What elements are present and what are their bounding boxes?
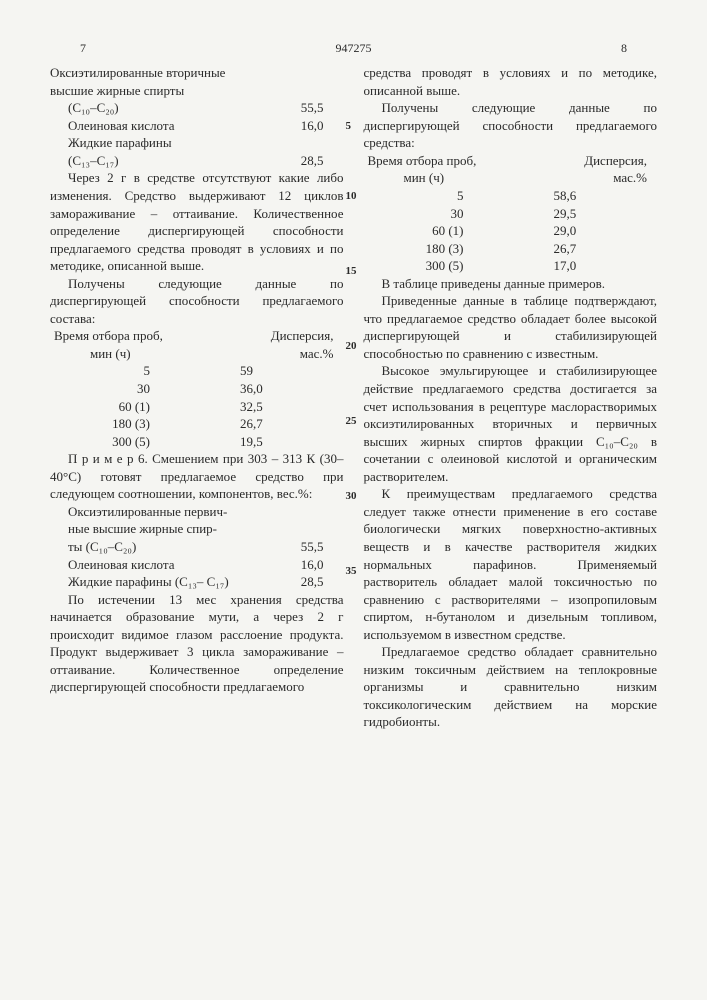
composition-line: Жидкие парафины	[50, 134, 344, 152]
table-cell: 180 (3)	[50, 415, 190, 433]
composition-line: высшие жирные спирты	[50, 82, 344, 100]
table-header-row: Время отбора проб, Дисперсия,	[50, 327, 344, 345]
body-paragraph: Через 2 г в средстве отсутствуют какие л…	[50, 169, 344, 274]
page-header: 7 947275 8	[50, 40, 657, 56]
table-header: Дисперсия,	[254, 327, 344, 345]
table-cell: 30	[364, 205, 504, 223]
composition-label: Жидкие парафины (C₁₃– C₁₇)	[68, 573, 274, 591]
composition-value: 55,5	[274, 99, 344, 117]
table-cell: 300 (5)	[50, 433, 190, 451]
table-row: 300 (5)17,0	[364, 257, 658, 275]
composition-label: ты (C₁₀–C₂₀)	[68, 538, 274, 556]
body-paragraph: Получены следующие данные по диспергирую…	[364, 99, 658, 152]
table-cell: 26,7	[190, 415, 344, 433]
table-header-sub: мин (ч)	[50, 345, 254, 363]
table-row: 180 (3)26,7	[364, 240, 658, 258]
right-column: 5 10 15 20 25 30 35 средства проводят в …	[364, 64, 658, 731]
table-cell: 17,0	[504, 257, 658, 275]
composition-label: (C₁₃–C₁₇)	[68, 152, 274, 170]
composition-value-row: (C₁₃–C₁₇) 28,5	[50, 152, 344, 170]
page-number-right: 8	[621, 40, 627, 56]
body-paragraph: средства проводят в условиях и по методи…	[364, 64, 658, 99]
table-header-row: мин (ч) мас.%	[364, 169, 658, 187]
body-paragraph: В таблице приведены данные примеров.	[364, 275, 658, 293]
body-paragraph: Высокое эмульгирующее и стабилизирующее …	[364, 362, 658, 485]
table-header-row: мин (ч) мас.%	[50, 345, 344, 363]
table-cell: 60 (1)	[50, 398, 190, 416]
table-cell: 60 (1)	[364, 222, 504, 240]
composition-value: 16,0	[274, 556, 344, 574]
composition-value-row: (C₁₀–C₂₀) 55,5	[50, 99, 344, 117]
table-cell: 30	[50, 380, 190, 398]
composition-label: Олеиновая кислота	[68, 556, 274, 574]
table-cell: 5	[50, 362, 190, 380]
composition-line: Оксиэтилированные вторичные	[50, 64, 344, 82]
table-cell: 58,6	[504, 187, 658, 205]
table-cell: 59	[190, 362, 344, 380]
composition-value-row: Олеиновая кислота 16,0	[50, 117, 344, 135]
left-column: Оксиэтилированные вторичные высшие жирны…	[50, 64, 344, 731]
table-cell: 26,7	[504, 240, 658, 258]
composition-value: 28,5	[274, 573, 344, 591]
table-header-sub: мас.%	[254, 345, 344, 363]
patent-number: 947275	[336, 40, 372, 56]
composition-value-row: Жидкие парафины (C₁₃– C₁₇) 28,5	[50, 573, 344, 591]
table-cell: 300 (5)	[364, 257, 504, 275]
composition-label: Олеиновая кислота	[68, 117, 274, 135]
table-header: Время отбора проб,	[50, 327, 254, 345]
body-paragraph: Предлагаемое средство обладает сравнител…	[364, 643, 658, 731]
line-marker: 10	[346, 189, 357, 204]
two-column-layout: Оксиэтилированные вторичные высшие жирны…	[50, 64, 657, 731]
table-header: Время отбора проб,	[364, 152, 568, 170]
table-row: 60 (1)32,5	[50, 398, 344, 416]
table-row: 558,6	[364, 187, 658, 205]
page-number-left: 7	[80, 40, 86, 56]
composition-label: (C₁₀–C₂₀)	[68, 99, 274, 117]
composition-value: 16,0	[274, 117, 344, 135]
line-marker: 30	[346, 489, 357, 504]
line-marker: 15	[346, 264, 357, 279]
line-marker: 35	[346, 564, 357, 579]
line-marker: 25	[346, 414, 357, 429]
table-cell: 36,0	[190, 380, 344, 398]
table-cell: 19,5	[190, 433, 344, 451]
table-cell: 29,0	[504, 222, 658, 240]
example-paragraph: П р и м е р 6. Смешением при 303 – 313 К…	[50, 450, 344, 503]
table-cell: 180 (3)	[364, 240, 504, 258]
table-row: 3036,0	[50, 380, 344, 398]
table-cell: 32,5	[190, 398, 344, 416]
table-row: 3029,5	[364, 205, 658, 223]
composition-value: 28,5	[274, 152, 344, 170]
table-header: Дисперсия,	[567, 152, 657, 170]
table-header-sub: мин (ч)	[364, 169, 568, 187]
line-marker: 5	[346, 119, 352, 134]
table-header-row: Время отбора проб, Дисперсия,	[364, 152, 658, 170]
body-paragraph: Получены следующие данные по диспергирую…	[50, 275, 344, 328]
table-row: 180 (3)26,7	[50, 415, 344, 433]
table-row: 559	[50, 362, 344, 380]
table-cell: 29,5	[504, 205, 658, 223]
table-cell: 5	[364, 187, 504, 205]
composition-value-row: ты (C₁₀–C₂₀) 55,5	[50, 538, 344, 556]
table-header-sub: мас.%	[567, 169, 657, 187]
table-row: 300 (5)19,5	[50, 433, 344, 451]
body-paragraph: К преимуществам предлагаемого средства с…	[364, 485, 658, 643]
composition-line: ные высшие жирные спир-	[50, 520, 344, 538]
composition-value-row: Олеиновая кислота 16,0	[50, 556, 344, 574]
composition-line: Оксиэтилированные первич-	[50, 503, 344, 521]
body-paragraph: Приведенные данные в таблице подтверждаю…	[364, 292, 658, 362]
composition-value: 55,5	[274, 538, 344, 556]
table-row: 60 (1)29,0	[364, 222, 658, 240]
line-marker: 20	[346, 339, 357, 354]
body-paragraph: По истечении 13 мес хранения средства на…	[50, 591, 344, 696]
